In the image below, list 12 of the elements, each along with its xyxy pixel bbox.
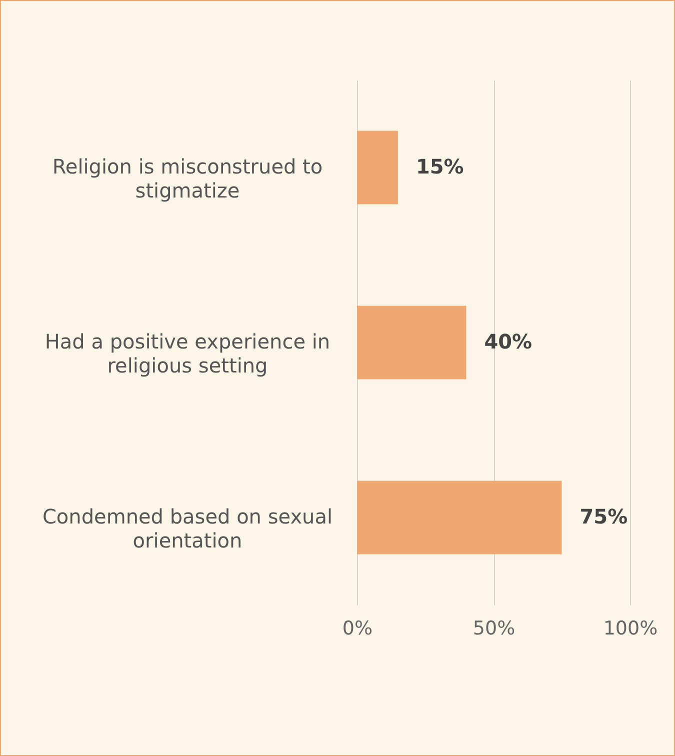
data-label: 15%	[416, 154, 464, 178]
y-tick-label: Condemned based on sexual orientation	[42, 504, 333, 552]
bar	[357, 480, 562, 554]
x-tick-label: 50%	[472, 618, 516, 640]
data-label: 75%	[580, 504, 628, 528]
x-tick-label: 100%	[603, 618, 658, 640]
bar	[357, 306, 466, 380]
y-tick-label: Religion is misconstrued to stigmatize	[52, 154, 323, 202]
y-tick-label: Had a positive experience in religious setting	[44, 330, 330, 378]
x-tick-label: 0%	[342, 618, 373, 640]
bar	[357, 130, 398, 204]
data-label: 40%	[484, 330, 532, 354]
